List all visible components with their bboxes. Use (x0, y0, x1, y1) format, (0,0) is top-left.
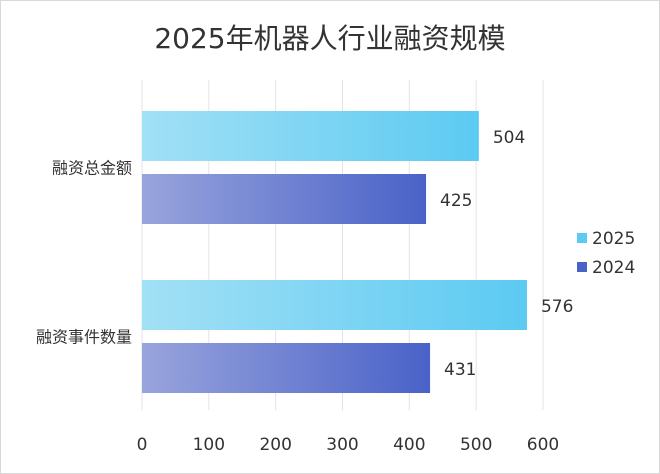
x-tick-label: 0 (137, 435, 148, 455)
legend-label: 2025 (592, 229, 635, 249)
data-label: 504 (493, 128, 525, 148)
legend-label: 2024 (592, 258, 635, 278)
x-tick-label: 100 (193, 435, 225, 455)
legend-swatch-2025 (577, 233, 587, 243)
legend-swatch-2024 (577, 262, 587, 272)
chart-title: 2025年机器人行业融资规模 (154, 22, 505, 55)
x-tick-label: 200 (259, 435, 291, 455)
x-tick-label: 600 (527, 435, 559, 455)
category-label: 融资事件数量 (36, 328, 132, 347)
data-label: 425 (440, 191, 472, 211)
x-tick-label: 500 (460, 435, 492, 455)
data-label: 576 (541, 297, 573, 317)
bar-2025 (142, 280, 527, 330)
x-tick-label: 300 (326, 435, 358, 455)
bar-2024 (142, 174, 427, 224)
bar-2025 (142, 111, 479, 161)
category-label: 融资总金额 (52, 159, 132, 178)
bar-2024 (142, 343, 431, 393)
data-label: 431 (444, 360, 476, 380)
x-tick-label: 400 (393, 435, 425, 455)
